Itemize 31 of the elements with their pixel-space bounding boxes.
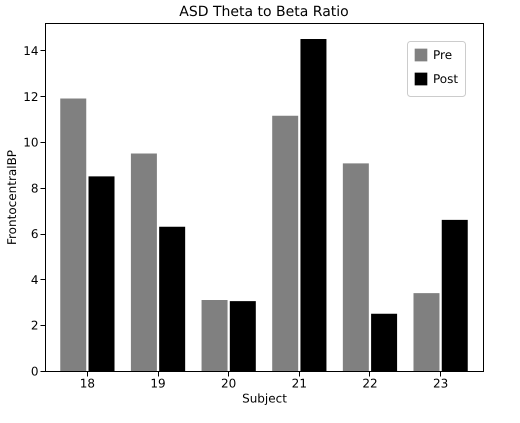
y-tick-label: 14 <box>23 44 38 58</box>
y-tick-label: 12 <box>23 90 38 104</box>
x-tick-label: 19 <box>150 376 166 390</box>
bar <box>88 176 115 371</box>
bar <box>159 226 186 371</box>
chart-title: ASD Theta to Beta Ratio <box>179 4 349 20</box>
bar <box>413 293 440 371</box>
x-tick-label: 22 <box>362 376 378 390</box>
bar <box>60 98 86 371</box>
bar <box>272 116 298 371</box>
y-tick-label: 0 <box>30 364 38 378</box>
x-axis-title: Subject <box>242 392 288 406</box>
bar <box>300 39 326 371</box>
y-tick-label: 10 <box>23 136 38 150</box>
bar <box>342 163 369 371</box>
x-tick-label: 23 <box>432 376 448 390</box>
legend-label: Post <box>433 72 458 86</box>
y-tick-label: 2 <box>30 318 38 333</box>
x-tick-label: 20 <box>221 376 236 390</box>
bar <box>371 314 398 371</box>
y-tick-label: 8 <box>30 181 38 196</box>
bar <box>130 154 157 371</box>
legend-label: Pre <box>433 48 452 62</box>
bar <box>202 300 228 371</box>
x-tick-label: 21 <box>292 376 307 390</box>
x-tick-label: 18 <box>80 376 96 390</box>
y-axis-title: FrontocentralBP <box>5 150 20 246</box>
bar <box>230 301 256 371</box>
y-tick-label: 4 <box>30 272 38 287</box>
bar <box>442 220 468 371</box>
y-tick-label: 6 <box>30 227 38 242</box>
